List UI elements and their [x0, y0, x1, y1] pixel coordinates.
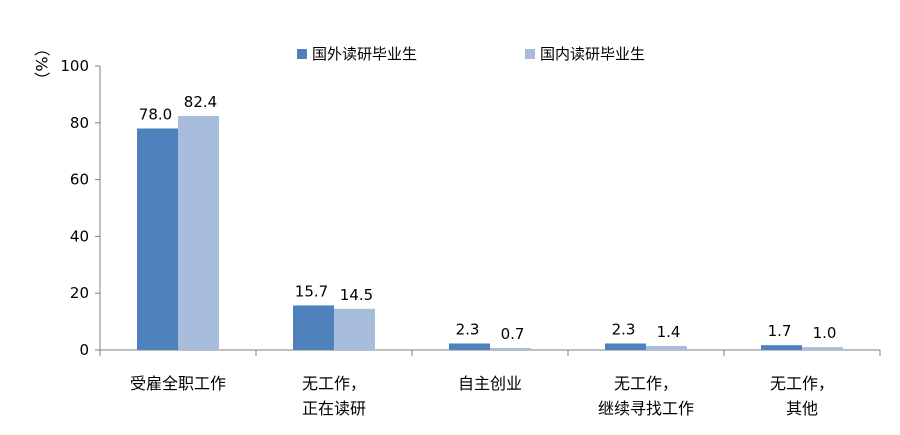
bar [761, 345, 802, 350]
y-axis-unit-label: （%） [32, 40, 51, 87]
bar [490, 348, 531, 350]
y-tick-label: 20 [70, 284, 89, 302]
category-label: 继续寻找工作 [598, 399, 694, 418]
y-tick-label: 40 [70, 227, 89, 245]
data-label: 2.3 [612, 320, 636, 338]
bar [646, 346, 687, 350]
category-label: 无工作， [770, 374, 834, 393]
legend-swatch [525, 49, 535, 59]
category-label: 无工作， [614, 374, 678, 393]
bar [293, 305, 334, 350]
bar [605, 343, 646, 350]
y-tick-label: 0 [79, 341, 89, 359]
bar [137, 128, 178, 350]
bar [802, 347, 843, 350]
axes: 0 20 40 60 80 100 受雇全职工作 无工作， 正在读研 自主创业 无工作， 继续寻找工作… [60, 57, 881, 418]
data-label: 1.4 [657, 323, 681, 341]
bar [334, 308, 375, 350]
bar [178, 115, 219, 350]
legend: 国外读研毕业生 国内读研毕业生 [297, 45, 645, 63]
data-label: 0.7 [501, 325, 525, 343]
category-label: 受雇全职工作 [130, 374, 226, 393]
y-tick-label: 100 [60, 57, 89, 75]
data-labels: 78.0 82.4 15.7 14.5 2.3 0.7 2.3 1.4 1.7 1.0 [139, 93, 837, 343]
data-label: 14.5 [340, 286, 373, 304]
data-label: 2.3 [456, 320, 480, 338]
bar [449, 343, 490, 350]
category-label: 其他 [786, 399, 818, 418]
legend-swatch [297, 49, 307, 59]
data-label: 82.4 [184, 93, 217, 111]
data-label: 78.0 [139, 105, 172, 123]
category-label: 正在读研 [302, 399, 366, 418]
legend-label: 国内读研毕业生 [540, 45, 645, 63]
category-label: 无工作， [302, 374, 366, 393]
legend-label: 国外读研毕业生 [312, 45, 417, 63]
data-label: 1.0 [813, 324, 837, 342]
y-tick-label: 80 [70, 114, 89, 132]
category-label: 自主创业 [458, 374, 522, 393]
data-label: 15.7 [295, 282, 328, 300]
bars [137, 115, 843, 350]
y-tick-label: 60 [70, 171, 89, 189]
data-label: 1.7 [768, 322, 792, 340]
